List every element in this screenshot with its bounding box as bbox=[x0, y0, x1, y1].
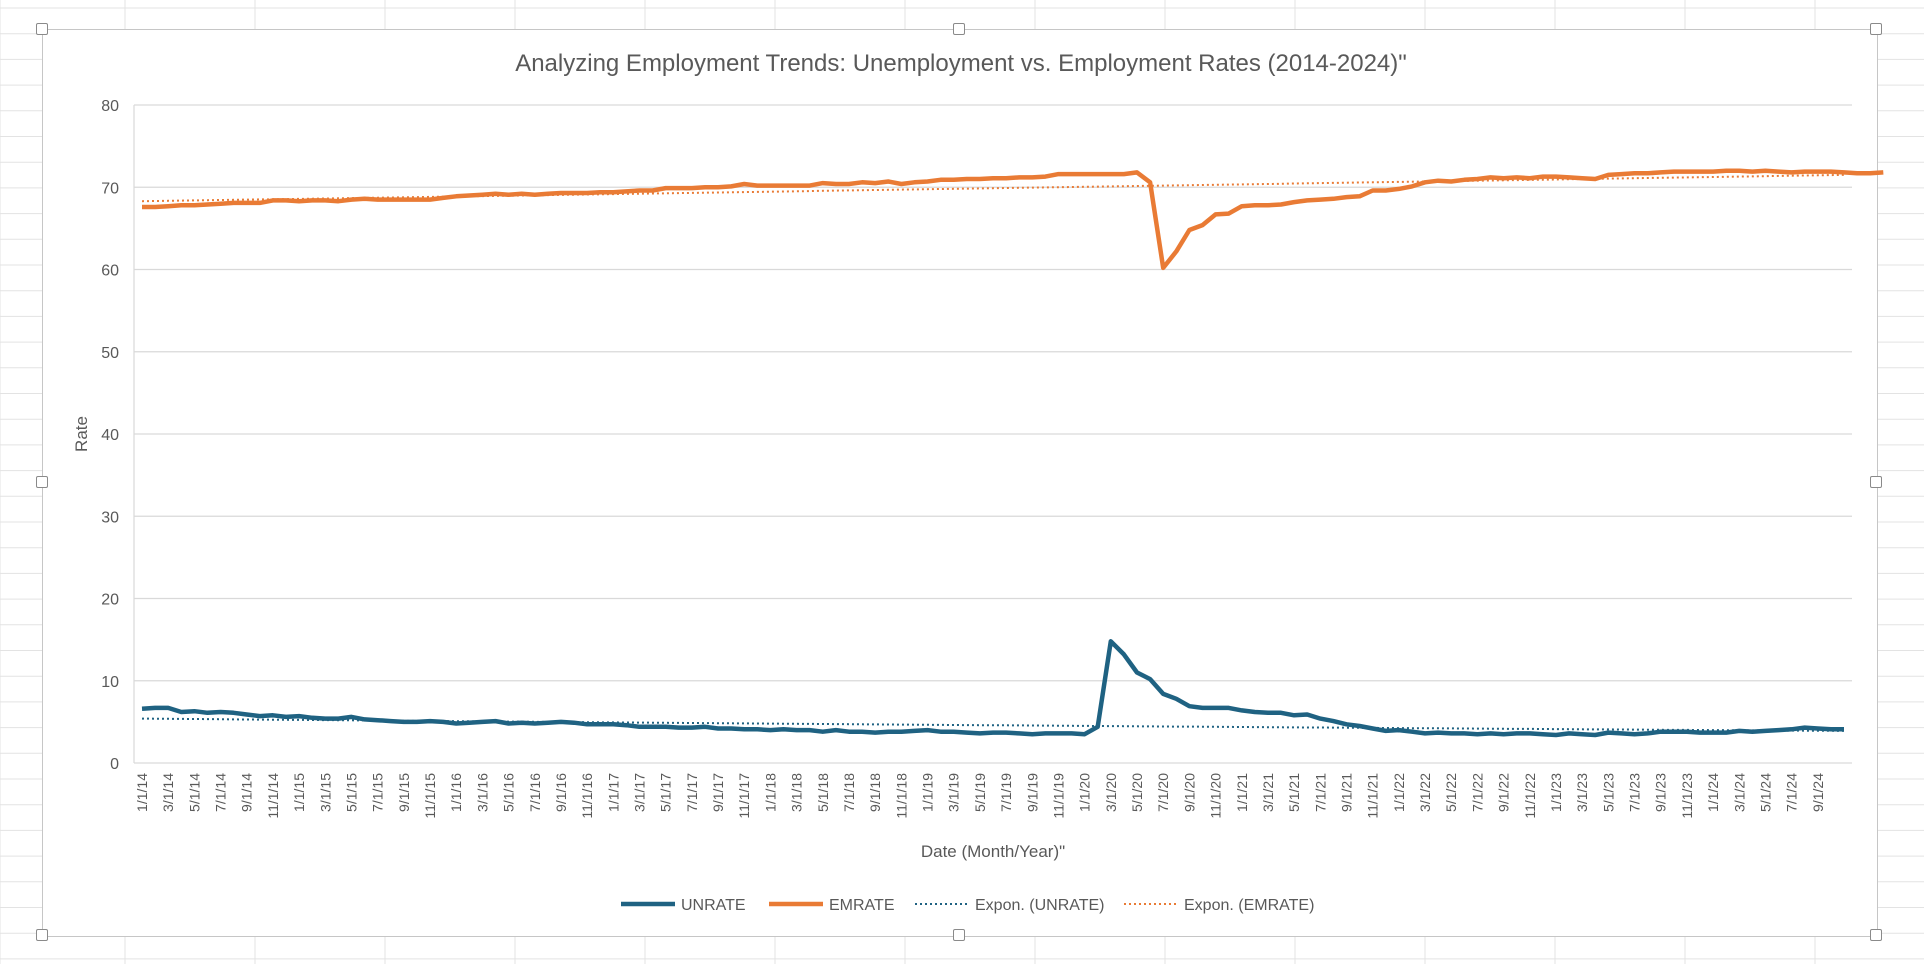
x-tick-label: 3/1/18 bbox=[789, 773, 805, 812]
x-tick-label: 7/1/24 bbox=[1784, 773, 1800, 812]
x-tick-label: 7/1/23 bbox=[1627, 773, 1643, 812]
y-tick-label: 70 bbox=[101, 180, 119, 197]
x-tick-label: 9/1/21 bbox=[1338, 773, 1354, 812]
x-tick-label: 7/1/17 bbox=[684, 773, 700, 812]
legend-label: Expon. (UNRATE) bbox=[975, 897, 1105, 914]
x-tick-label: 3/1/19 bbox=[946, 773, 962, 812]
x-tick-label: 1/1/23 bbox=[1548, 773, 1564, 812]
resize-handle-bottom-left[interactable] bbox=[36, 929, 48, 941]
x-tick-label: 11/1/15 bbox=[422, 773, 438, 819]
x-tick-label: 5/1/16 bbox=[501, 773, 517, 812]
x-tick-label: 1/1/20 bbox=[1077, 773, 1093, 812]
resize-handle-bottom-center[interactable] bbox=[953, 929, 965, 941]
x-tick-label: 3/1/23 bbox=[1574, 773, 1590, 812]
x-tick-label: 5/1/22 bbox=[1443, 773, 1459, 812]
chart-title: Analyzing Employment Trends: Unemploymen… bbox=[515, 50, 1407, 77]
x-tick-label: 9/1/14 bbox=[239, 773, 255, 812]
y-axis-label: Rate bbox=[72, 416, 91, 452]
x-tick-label: 7/1/20 bbox=[1155, 773, 1171, 812]
y-tick-label: 60 bbox=[101, 263, 119, 280]
x-axis-label: Date (Month/Year)" bbox=[921, 842, 1065, 861]
x-tick-label: 1/1/19 bbox=[920, 773, 936, 812]
y-tick-label: 80 bbox=[101, 98, 119, 115]
x-tick-label: 11/1/19 bbox=[1050, 773, 1066, 819]
x-tick-label: 5/1/17 bbox=[658, 773, 674, 812]
x-tick-label: 11/1/17 bbox=[736, 773, 752, 819]
x-tick-label: 1/1/21 bbox=[1234, 773, 1250, 812]
x-tick-label: 3/1/16 bbox=[474, 773, 490, 812]
x-tick-label: 1/1/16 bbox=[448, 773, 464, 812]
x-tick-label: 7/1/14 bbox=[213, 773, 229, 812]
x-tick-label: 3/1/14 bbox=[160, 773, 176, 812]
resize-handle-top-right[interactable] bbox=[1870, 23, 1882, 35]
y-tick-label: 10 bbox=[101, 674, 119, 691]
y-tick-label: 20 bbox=[101, 592, 119, 609]
x-tick-label: 9/1/19 bbox=[1024, 773, 1040, 812]
x-tick-label: 7/1/16 bbox=[527, 773, 543, 812]
x-tick-label: 11/1/14 bbox=[265, 773, 281, 819]
y-tick-label: 0 bbox=[110, 756, 119, 773]
x-tick-label: 1/1/15 bbox=[291, 773, 307, 812]
resize-handle-top-center[interactable] bbox=[953, 23, 965, 35]
x-tick-label: 9/1/18 bbox=[867, 773, 883, 812]
x-tick-label: 7/1/19 bbox=[998, 773, 1014, 812]
x-tick-label: 5/1/15 bbox=[343, 773, 359, 812]
x-tick-label: 3/1/24 bbox=[1731, 773, 1747, 812]
x-tick-label: 7/1/21 bbox=[1312, 773, 1328, 812]
x-tick-label: 3/1/20 bbox=[1103, 773, 1119, 812]
x-tick-label: 5/1/23 bbox=[1600, 773, 1616, 812]
x-tick-label: 9/1/15 bbox=[396, 773, 412, 812]
x-tick-label: 7/1/15 bbox=[370, 773, 386, 812]
x-tick-label: 5/1/20 bbox=[1129, 773, 1145, 812]
x-tick-label: 7/1/22 bbox=[1469, 773, 1485, 812]
resize-handle-top-left[interactable] bbox=[36, 23, 48, 35]
x-tick-label: 9/1/22 bbox=[1496, 773, 1512, 812]
x-tick-label: 9/1/20 bbox=[1181, 773, 1197, 812]
trendline-emrate bbox=[141, 173, 1845, 203]
trendline-unrate bbox=[141, 717, 1845, 732]
x-tick-label: 5/1/18 bbox=[815, 773, 831, 812]
x-tick-label: 9/1/23 bbox=[1653, 773, 1669, 812]
y-tick-label: 30 bbox=[101, 509, 119, 526]
x-tick-label: 5/1/21 bbox=[1286, 773, 1302, 812]
x-tick-label: 1/1/24 bbox=[1705, 773, 1721, 812]
resize-handle-middle-left[interactable] bbox=[36, 476, 48, 488]
y-tick-label: 40 bbox=[101, 427, 119, 444]
series-line-emrate bbox=[142, 168, 1884, 271]
x-tick-label: 7/1/18 bbox=[841, 773, 857, 812]
x-tick-label: 11/1/16 bbox=[579, 773, 595, 819]
legend: UNRATE EMRATE Expon. (UNRATE) Expon. (EMRAT… bbox=[621, 897, 1314, 914]
x-tick-label: 11/1/22 bbox=[1522, 773, 1538, 819]
x-tick-label: 1/1/22 bbox=[1391, 773, 1407, 812]
series-line-unrate bbox=[141, 639, 1844, 738]
x-tick-label: 9/1/16 bbox=[553, 773, 569, 812]
x-tick-label: 3/1/15 bbox=[317, 773, 333, 812]
x-tick-label: 9/1/24 bbox=[1810, 773, 1826, 812]
x-tick-label: 3/1/22 bbox=[1417, 773, 1433, 812]
legend-label: Expon. (EMRATE) bbox=[1184, 897, 1314, 914]
x-tick-label: 11/1/23 bbox=[1679, 773, 1695, 819]
x-tick-label: 3/1/17 bbox=[632, 773, 648, 812]
x-tick-label: 11/1/18 bbox=[893, 773, 909, 819]
x-tick-label: 11/1/21 bbox=[1365, 773, 1381, 819]
resize-handle-bottom-right[interactable] bbox=[1870, 929, 1882, 941]
x-tick-label: 1/1/18 bbox=[762, 773, 778, 812]
x-tick-label: 5/1/19 bbox=[972, 773, 988, 812]
x-tick-label: 1/1/17 bbox=[605, 773, 621, 812]
resize-handle-middle-right[interactable] bbox=[1870, 476, 1882, 488]
x-tick-label: 3/1/21 bbox=[1260, 773, 1276, 812]
legend-label: EMRATE bbox=[829, 897, 894, 914]
legend-label: UNRATE bbox=[681, 897, 746, 914]
x-tick-label: 5/1/24 bbox=[1757, 773, 1773, 812]
x-tick-label: 11/1/20 bbox=[1208, 773, 1224, 819]
x-tick-label: 9/1/17 bbox=[710, 773, 726, 812]
x-tick-label: 1/1/14 bbox=[134, 773, 150, 812]
y-tick-label: 50 bbox=[101, 345, 119, 362]
x-tick-label: 5/1/14 bbox=[186, 773, 202, 812]
